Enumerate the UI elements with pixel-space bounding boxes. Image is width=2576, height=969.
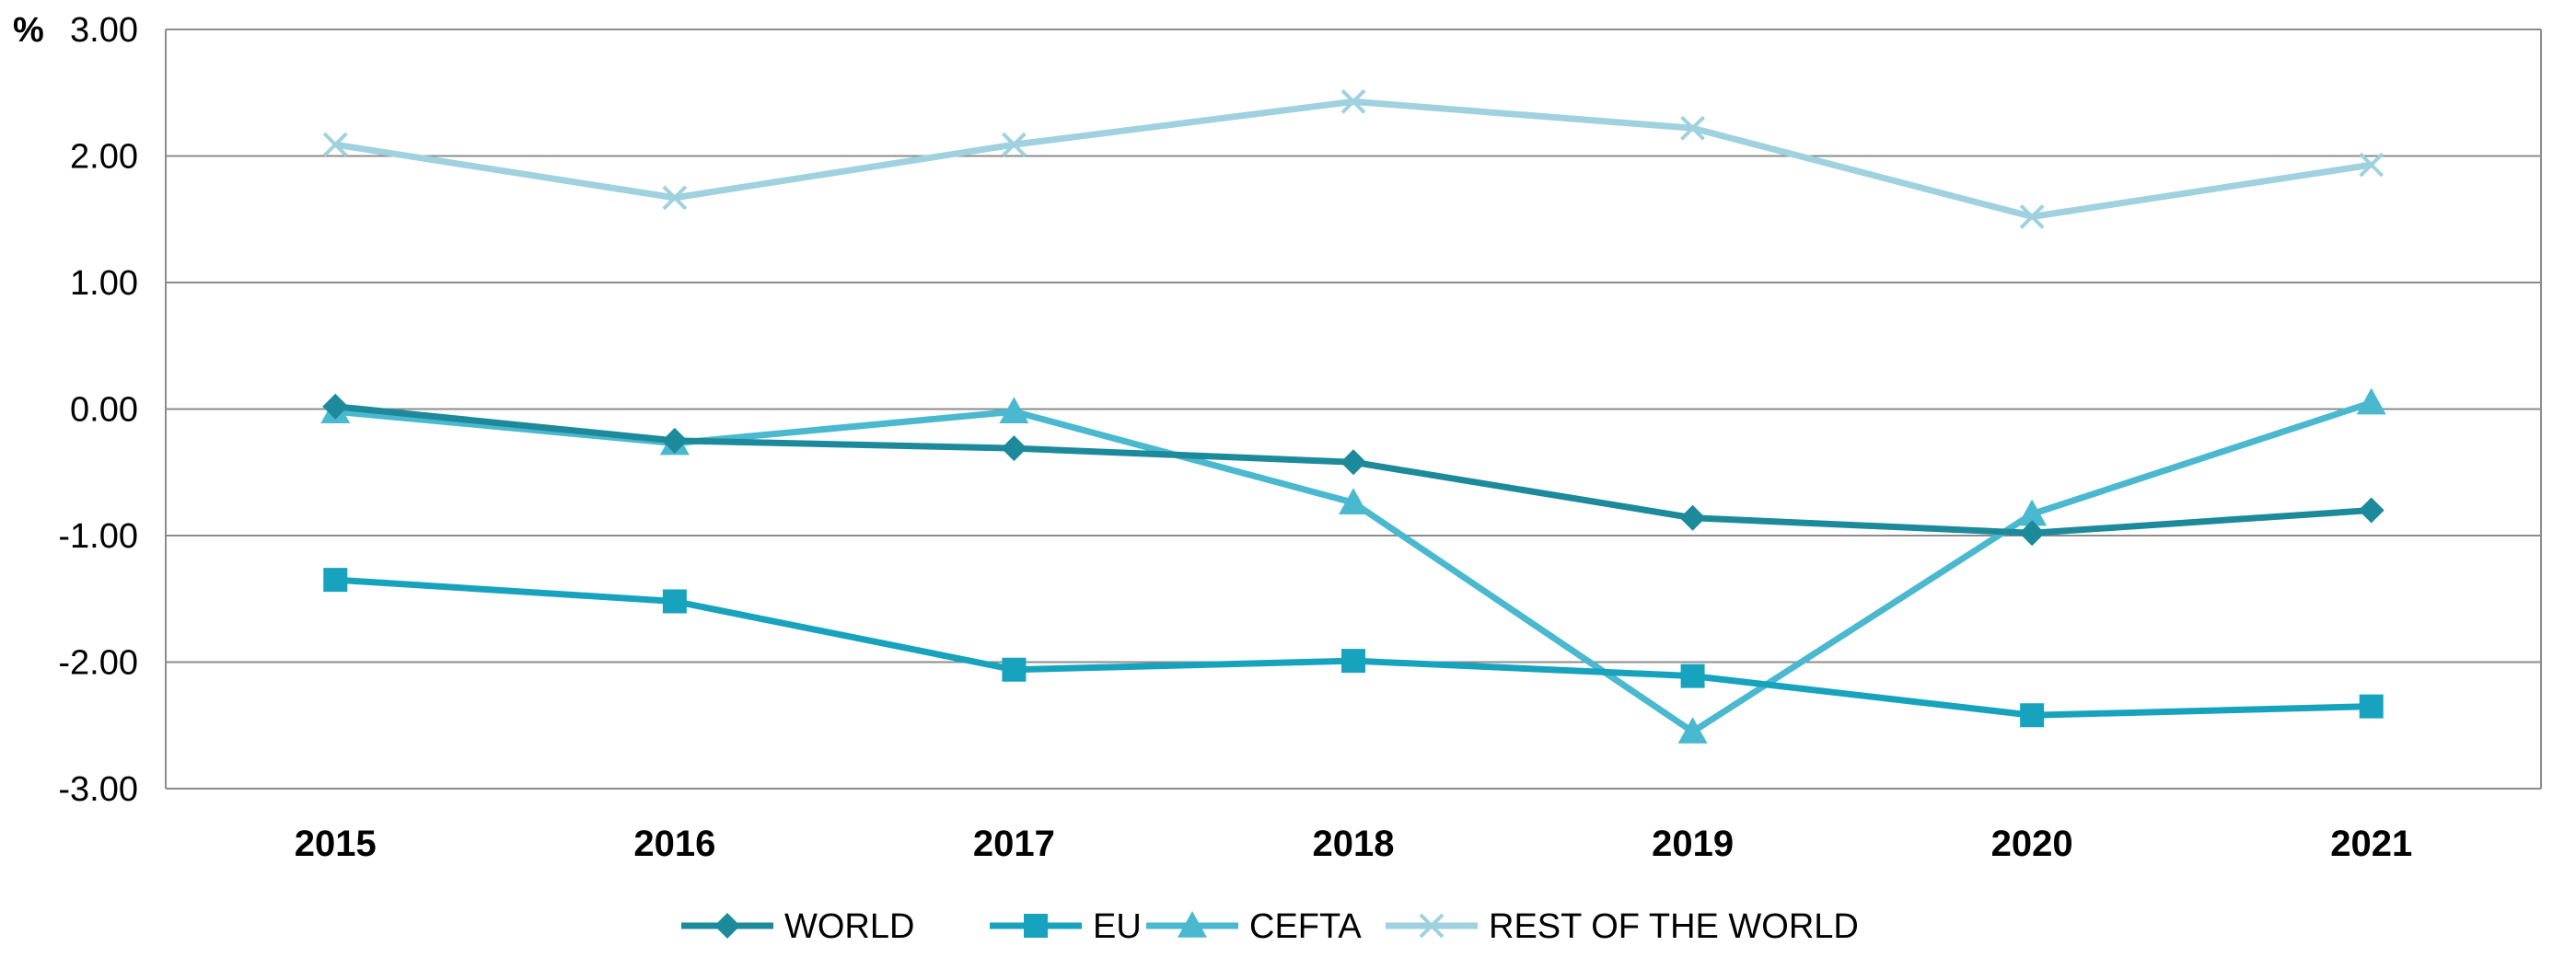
series-line-eu — [335, 576, 2372, 719]
legend-label: REST OF THE WORLD — [1489, 907, 1859, 946]
data-point-rest-of-the-world — [662, 185, 688, 211]
series-eu — [323, 568, 2384, 728]
series-cefta — [320, 387, 2386, 744]
legend-item-cefta: CEFTA — [1146, 907, 1362, 946]
data-point-rest-of-the-world — [1340, 88, 1366, 114]
y-tick-label: -2.00 — [58, 644, 138, 683]
legend-label: CEFTA — [1249, 907, 1362, 946]
data-point-world — [661, 427, 688, 454]
y-axis-unit-label: % — [13, 11, 44, 50]
data-point-world — [2019, 520, 2046, 547]
x-tick-label: 2020 — [1991, 824, 2073, 864]
x-tick-label: 2019 — [1652, 824, 1734, 864]
data-point-rest-of-the-world — [2019, 204, 2045, 229]
y-tick-label: -1.00 — [58, 517, 138, 556]
legend-marker — [1024, 914, 1048, 938]
data-point-cefta — [999, 397, 1029, 424]
data-point-cefta — [1339, 488, 1368, 515]
legend-item-eu: EU — [990, 907, 1142, 946]
y-axis-ticks: 3.00 2.00 1.00 0.00 -1.00 -2.00 -3.00 — [58, 11, 138, 809]
y-tick-label: 3.00 — [70, 11, 138, 50]
data-point-rest-of-the-world — [1680, 115, 1705, 141]
data-point-world — [1679, 504, 1706, 531]
x-tick-label: 2018 — [1313, 824, 1395, 864]
x-tick-label: 2016 — [633, 824, 715, 864]
data-point-eu — [1341, 649, 1365, 674]
data-point-cefta — [2356, 387, 2386, 415]
data-point-eu — [1002, 657, 1027, 682]
legend-label: EU — [1093, 907, 1142, 946]
data-point-world — [1001, 435, 1027, 462]
y-tick-label: 2.00 — [70, 138, 138, 177]
series-world — [322, 393, 2385, 547]
data-point-cefta — [2017, 499, 2048, 526]
data-point-eu — [2359, 694, 2384, 719]
legend-label: WORLD — [784, 907, 914, 946]
data-point-world — [322, 393, 349, 420]
data-point-eu — [662, 589, 687, 614]
legend-item-rest-of-the-world: REST OF THE WORLD — [1386, 907, 1859, 946]
data-point-world — [2358, 497, 2385, 524]
series-rest-of-the-world — [322, 88, 2385, 229]
legend-marker — [1419, 913, 1445, 939]
y-tick-label: 0.00 — [70, 391, 138, 430]
x-tick-label: 2015 — [295, 824, 377, 864]
data-point-rest-of-the-world — [1002, 132, 1027, 157]
data-point-world — [1340, 449, 1366, 476]
legend: WORLD EU CEFTA REST OF THE WORLD — [681, 907, 1859, 946]
y-tick-label: -3.00 — [58, 770, 138, 809]
y-tick-label: 1.00 — [70, 264, 138, 303]
legend-marker — [714, 913, 740, 939]
series-line-rest-of-the-world — [334, 98, 2373, 220]
series-group — [320, 88, 2386, 744]
x-axis-ticks: 2015 2016 2017 2018 2019 2020 2021 — [295, 824, 2412, 864]
legend-item-world: WORLD — [681, 907, 914, 946]
data-point-eu — [1680, 663, 1705, 688]
data-point-eu — [323, 568, 348, 593]
data-point-eu — [2020, 703, 2045, 728]
data-point-rest-of-the-world — [322, 132, 348, 157]
data-point-cefta — [1677, 717, 1708, 744]
gridlines — [165, 29, 2542, 790]
x-tick-label: 2021 — [2330, 824, 2412, 864]
data-point-rest-of-the-world — [2359, 152, 2385, 178]
x-tick-label: 2017 — [973, 824, 1055, 864]
legend-marker — [1178, 911, 1207, 938]
